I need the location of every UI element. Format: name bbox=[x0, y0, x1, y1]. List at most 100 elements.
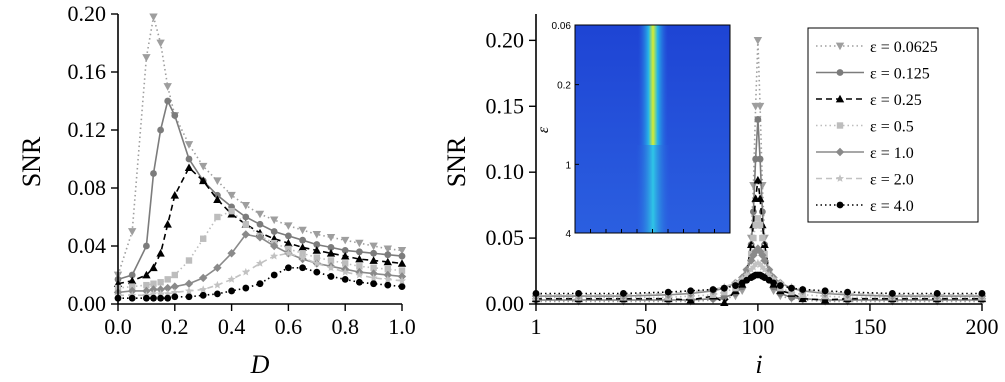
data-point bbox=[755, 102, 765, 111]
data-point bbox=[313, 268, 321, 276]
inset-y-tick-label: 0.2 bbox=[557, 81, 571, 92]
data-point bbox=[170, 282, 179, 291]
data-point bbox=[270, 271, 278, 279]
legend-label: ε = 1.0 bbox=[870, 145, 914, 162]
data-point bbox=[298, 226, 307, 235]
data-point bbox=[742, 265, 751, 274]
data-point bbox=[284, 238, 293, 247]
right-x-ticks: 1 50 100 150 200 bbox=[531, 304, 999, 339]
data-point bbox=[758, 182, 767, 190]
data-point bbox=[128, 271, 136, 279]
y-tick-label: 0.00 bbox=[486, 291, 525, 316]
data-point bbox=[370, 264, 377, 271]
right-y-axis-label: SNR bbox=[442, 136, 471, 187]
data-point bbox=[156, 289, 165, 298]
data-point bbox=[776, 282, 784, 289]
legend-label: ε = 2.0 bbox=[870, 172, 914, 189]
data-point bbox=[758, 262, 767, 271]
data-point bbox=[298, 243, 307, 251]
data-point bbox=[341, 251, 350, 260]
data-point bbox=[369, 269, 378, 278]
series-6 bbox=[532, 271, 986, 297]
data-point bbox=[759, 234, 766, 242]
x-tick-label: 1.0 bbox=[388, 314, 416, 339]
data-point bbox=[356, 263, 363, 270]
data-point bbox=[754, 215, 762, 222]
x-tick-label: 0.2 bbox=[161, 314, 189, 339]
legend-swatch-marker bbox=[836, 201, 844, 209]
data-point bbox=[720, 284, 728, 292]
data-point bbox=[312, 259, 321, 267]
y-tick-label: 0.15 bbox=[486, 93, 525, 118]
left-y-ticks: 0.00 0.04 0.08 0.12 0.16 0.20 bbox=[68, 1, 118, 316]
data-point bbox=[749, 262, 758, 271]
data-point bbox=[142, 54, 151, 62]
y-tick-label: 0.04 bbox=[68, 233, 107, 258]
data-point bbox=[171, 271, 178, 279]
data-point bbox=[383, 257, 392, 266]
data-point bbox=[164, 97, 172, 105]
data-point bbox=[214, 213, 221, 221]
data-point bbox=[383, 270, 392, 280]
data-point bbox=[163, 220, 172, 228]
data-point bbox=[227, 275, 236, 283]
data-point bbox=[150, 294, 157, 302]
data-point bbox=[575, 290, 582, 297]
data-point bbox=[199, 285, 208, 293]
legend: ε = 0.0625 ε = 0.125 ε = 0.25 ε = 0.5 ε = 1.… bbox=[807, 27, 979, 223]
data-point bbox=[384, 251, 392, 259]
right-y-ticks: 0.00 0.05 0.10 0.15 0.20 bbox=[486, 27, 536, 316]
series-2 bbox=[531, 175, 987, 307]
series-line bbox=[117, 16, 403, 276]
legend-swatch-marker bbox=[835, 94, 845, 103]
data-point bbox=[129, 283, 136, 290]
data-point bbox=[313, 241, 321, 248]
data-point bbox=[397, 259, 407, 267]
data-point bbox=[242, 213, 250, 221]
data-point bbox=[185, 155, 193, 163]
data-point bbox=[756, 221, 764, 229]
data-point bbox=[753, 258, 762, 267]
data-point bbox=[356, 248, 363, 256]
y-tick-label: 0.20 bbox=[68, 1, 107, 26]
data-point bbox=[341, 246, 349, 254]
legend-label: ε = 4.0 bbox=[870, 198, 914, 215]
data-point bbox=[299, 236, 306, 244]
inset-y-axis-label: ε bbox=[535, 126, 552, 133]
data-point bbox=[821, 287, 829, 295]
data-point bbox=[284, 222, 293, 230]
data-point bbox=[143, 294, 150, 302]
left-y-axis-label: SNR bbox=[17, 136, 46, 187]
x-tick-label: 150 bbox=[853, 314, 886, 339]
y-tick-label: 0.10 bbox=[486, 159, 525, 184]
y-tick-label: 0.16 bbox=[68, 59, 107, 84]
x-tick-label: 50 bbox=[635, 314, 657, 339]
data-point bbox=[327, 263, 335, 272]
data-point bbox=[326, 233, 336, 242]
data-point bbox=[383, 275, 392, 283]
x-tick-label: 0.4 bbox=[218, 314, 246, 339]
data-point bbox=[398, 252, 406, 260]
y-tick-label: 0.00 bbox=[68, 291, 107, 316]
data-point bbox=[369, 273, 378, 282]
data-point bbox=[164, 276, 171, 283]
data-point bbox=[185, 286, 193, 295]
data-point bbox=[213, 280, 222, 289]
x-tick-label: 0.6 bbox=[275, 314, 303, 339]
data-point bbox=[355, 270, 364, 279]
data-point bbox=[397, 272, 407, 281]
data-point bbox=[342, 260, 349, 267]
data-point bbox=[798, 294, 807, 303]
legend-swatch-marker bbox=[836, 69, 844, 76]
data-point bbox=[384, 281, 392, 289]
inset-y-tick-label: 1 bbox=[565, 160, 571, 171]
data-point bbox=[398, 276, 406, 285]
data-point bbox=[753, 175, 763, 184]
y-tick-label: 0.08 bbox=[68, 175, 107, 200]
data-point bbox=[888, 290, 896, 297]
data-point bbox=[749, 182, 758, 190]
data-point bbox=[933, 290, 941, 297]
data-point bbox=[687, 287, 695, 295]
legend-label: ε = 0.25 bbox=[870, 92, 922, 109]
data-point bbox=[200, 235, 207, 242]
